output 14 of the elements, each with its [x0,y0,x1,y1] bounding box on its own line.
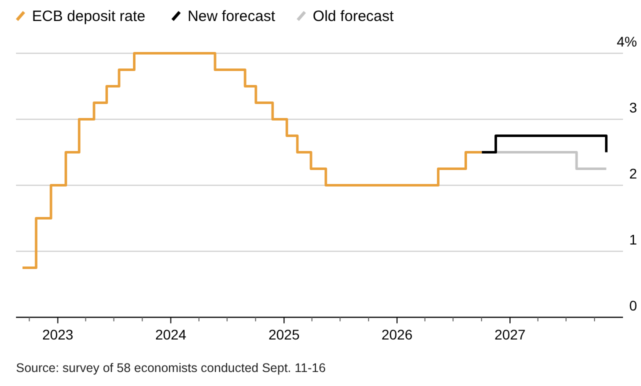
x-tick-label: 2026 [381,326,413,342]
source-note: Source: survey of 58 economists conducted Sept. 11-16 [16,361,326,375]
y-tick-label: 0 [629,297,638,314]
legend-label: Old forecast [312,8,394,25]
y-tick-label: 3 [629,99,638,116]
x-tick-label: 2027 [494,326,526,342]
y-tick-label: 4% [616,33,637,50]
x-tick-label: 2024 [155,326,187,342]
y-tick-label: 1 [629,231,638,248]
legend-label: New forecast [188,8,276,25]
x-tick-label: 2025 [268,326,300,342]
legend-label: ECB deposit rate [32,8,146,25]
y-tick-label: 2 [629,165,638,182]
x-tick-label: 2023 [42,326,74,342]
